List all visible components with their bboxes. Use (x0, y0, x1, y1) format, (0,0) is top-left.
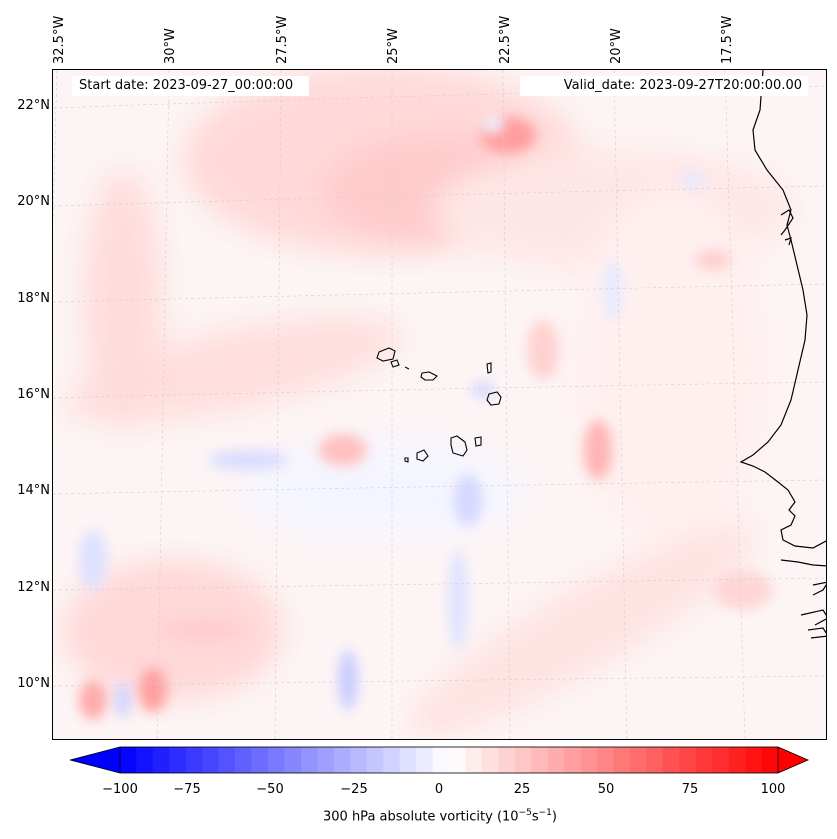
colorbar-cell (728, 747, 746, 773)
colorbar-cell (498, 747, 516, 773)
colorbar-cell (136, 747, 154, 773)
colorbar-cell (185, 747, 203, 773)
colorbar-cell (218, 747, 236, 773)
colorbar-tick: −50 (256, 782, 284, 797)
lat-label-12n: 12°N (17, 580, 50, 595)
colorbar-cell (531, 747, 548, 773)
colorbar-cell (481, 747, 499, 773)
colorbar-cell (366, 747, 384, 773)
lon-label-27-5w: 27.5°W (275, 15, 290, 64)
colorbar-cell (152, 747, 170, 773)
colorbar (70, 746, 810, 774)
colorbar-cell (268, 747, 285, 773)
colorbar-tick: 0 (434, 782, 444, 797)
colorbar-label: 300 hPa absolute vorticity (10−5s−1) (323, 808, 557, 825)
colorbar-cell (202, 747, 219, 773)
lat-label-18n: 18°N (17, 291, 50, 306)
colorbar-tick: 100 (760, 782, 786, 797)
islands (376, 347, 502, 463)
lon-label-20w: 20°W (609, 28, 624, 64)
colorbar-cell (317, 747, 335, 773)
colorbar-cells (120, 747, 779, 773)
lat-label-22n: 22°N (17, 98, 50, 113)
colorbar-tick: −100 (102, 782, 138, 797)
start-date-label: Start date: 2023-09-27_00:00:00 (72, 76, 309, 96)
lat-label-20n: 20°N (17, 194, 50, 209)
colorbar-tick: 75 (681, 782, 699, 797)
colorbar-cell (613, 747, 631, 773)
colorbar-cell (169, 747, 187, 773)
colorbar-extend-high (778, 747, 808, 773)
colorbar-cell (383, 747, 400, 773)
colorbar-cell (629, 747, 647, 773)
lat-label-14n: 14°N (17, 483, 50, 498)
colorbar-extend-low (70, 747, 120, 773)
lat-label-10n: 10°N (17, 676, 50, 691)
colorbar-cell (120, 747, 137, 773)
colorbar-cell (251, 747, 269, 773)
colorbar-cell (300, 747, 318, 773)
colorbar-tick: 25 (513, 782, 531, 797)
colorbar-cell (564, 747, 581, 773)
colorbar-cell (712, 747, 729, 773)
colorbar-cell (333, 747, 351, 773)
graticule (53, 70, 826, 739)
colorbar-cell (350, 747, 368, 773)
lat-label-16n: 16°N (17, 387, 50, 402)
colorbar-outline (119, 746, 779, 774)
colorbar-tick: −75 (173, 782, 201, 797)
lon-label-17-5w: 17.5°W (720, 15, 735, 64)
colorbar-cell (679, 747, 697, 773)
valid-date-label: Valid_date: 2023-09-27T20:00:00.00 (520, 76, 808, 96)
colorbar-cell (745, 747, 762, 773)
field-small-features (79, 117, 773, 720)
colorbar-cell (547, 747, 565, 773)
coastline (739, 70, 826, 639)
lon-label-22-5w: 22.5°W (498, 15, 513, 64)
lon-label-25w: 25°W (386, 28, 401, 64)
colorbar-cell (284, 747, 302, 773)
lon-label-32-5w: 32.5°W (52, 15, 67, 64)
colorbar-cell (695, 747, 713, 773)
colorbar-cell (416, 747, 433, 773)
vorticity-map (53, 70, 826, 739)
lon-label-30w: 30°W (163, 28, 178, 64)
colorbar-tick: −25 (340, 782, 368, 797)
colorbar-cell (449, 747, 466, 773)
colorbar-cell (646, 747, 664, 773)
colorbar-cell (662, 747, 680, 773)
colorbar-cell (580, 747, 598, 773)
colorbar-cell (597, 747, 614, 773)
colorbar-cell (432, 747, 450, 773)
colorbar-cell (514, 747, 532, 773)
colorbar-cell (465, 747, 483, 773)
colorbar-tick: 50 (597, 782, 615, 797)
map-panel[interactable] (52, 69, 827, 740)
colorbar-cell (399, 747, 417, 773)
colorbar-cell (235, 747, 252, 773)
colorbar-cell (761, 747, 779, 773)
